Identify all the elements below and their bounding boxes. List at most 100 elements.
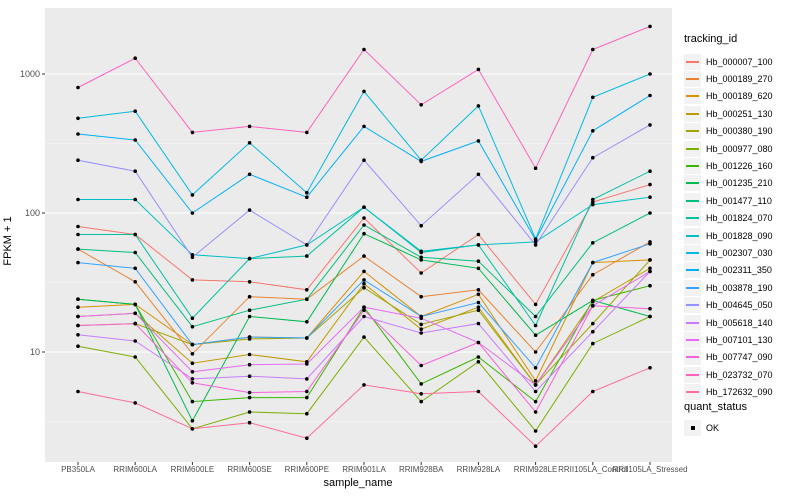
data-point-Hb_001828_090 xyxy=(648,195,652,199)
legend-label: Hb_000977_080 xyxy=(706,143,773,154)
data-point-Hb_002307_030 xyxy=(247,141,252,145)
data-point-Hb_007101_130 xyxy=(190,370,195,374)
x-tick-label-RRIM600LE: RRIM600LE xyxy=(170,465,215,474)
data-point-Hb_001477_110 xyxy=(419,255,424,260)
legend-label: Hb_000251_130 xyxy=(706,108,773,119)
data-point-Hb_001477_110 xyxy=(533,314,538,319)
data-point-Hb_172632_090 xyxy=(419,392,424,396)
data-point-Hb_001824_070 xyxy=(190,316,195,321)
data-point-Hb_007101_130 xyxy=(533,383,538,387)
legend-item-Hb_007747_090: Hb_007747_090 xyxy=(684,349,773,366)
data-point-Hb_002311_350 xyxy=(190,211,195,215)
data-point-Hb_001226_160 xyxy=(247,395,252,400)
data-point-Hb_001226_160 xyxy=(476,355,481,359)
data-point-Hb_001828_090 xyxy=(190,253,195,257)
data-point-Hb_001828_090 xyxy=(591,202,595,207)
legend-item-Hb_002307_030: Hb_002307_030 xyxy=(684,244,773,261)
data-point-Hb_007747_090 xyxy=(305,389,309,394)
data-point-Hb_002307_030 xyxy=(591,95,595,100)
data-point-Hb_002311_350 xyxy=(133,138,137,142)
legend-item-Hb_000189_270: Hb_000189_270 xyxy=(684,70,773,88)
legend-items-tracking: Hb_000007_100 Hb_000189_270 Hb_000189_620 H… xyxy=(684,53,773,401)
data-point-Hb_001477_110 xyxy=(305,297,309,302)
data-point-Hb_000977_080 xyxy=(305,411,309,416)
legend-key-line-icon xyxy=(684,123,701,140)
data-point-Hb_005618_140 xyxy=(305,377,309,381)
data-point-Hb_007101_130 xyxy=(247,362,252,367)
data-point-Hb_002311_350 xyxy=(247,172,252,177)
data-point-Hb_000380_190 xyxy=(648,258,652,262)
data-point-Hb_003878_190 xyxy=(305,336,309,340)
legend-label: Hb_000007_100 xyxy=(706,56,773,67)
data-point-Hb_005618_140 xyxy=(362,314,366,319)
data-point-Hb_172632_090 xyxy=(247,420,252,425)
data-point-Hb_001235_210 xyxy=(476,266,481,271)
legend-label: Hb_004645_050 xyxy=(706,300,773,311)
legend-key-line-icon xyxy=(684,140,701,157)
data-point-Hb_001235_210 xyxy=(533,333,538,338)
legend-line-swatch xyxy=(686,217,699,220)
y-axis-title: FPKM + 1 xyxy=(2,216,14,266)
data-point-Hb_001235_210 xyxy=(190,419,195,423)
legend-key-line-icon xyxy=(684,210,701,227)
legend-key-line-icon xyxy=(684,384,701,401)
data-point-Hb_172632_090 xyxy=(76,389,80,394)
data-point-Hb_002307_030 xyxy=(190,193,195,197)
legend-line-swatch xyxy=(686,321,699,324)
data-point-Hb_000380_190 xyxy=(476,308,481,313)
x-tick-label-RRII105LA_Control: RRII105LA_Control xyxy=(558,465,628,474)
data-point-Hb_001226_160 xyxy=(533,399,538,404)
data-point-Hb_000189_270 xyxy=(247,294,252,299)
legend-item-Hb_001828_090: Hb_001828_090 xyxy=(684,227,773,244)
data-point-Hb_005618_140 xyxy=(247,374,252,379)
data-point-Hb_000007_100 xyxy=(76,224,80,229)
data-point-Hb_023732_070 xyxy=(591,47,595,52)
x-tick-label-PB350LA: PB350LA xyxy=(61,465,95,474)
legend-line-swatch xyxy=(686,147,699,150)
data-point-Hb_004645_050 xyxy=(362,158,366,162)
data-point-Hb_000977_080 xyxy=(591,341,595,346)
legend-line-swatch xyxy=(686,199,699,202)
legend-item-Hb_172632_090: Hb_172632_090 xyxy=(684,383,773,401)
data-point-Hb_023732_070 xyxy=(476,67,481,72)
legend-label: Hb_002307_030 xyxy=(706,247,773,258)
x-tick-label-RRII105LA_Stressed: RRII105LA_Stressed xyxy=(612,465,688,474)
legend-key-line-icon xyxy=(684,244,701,261)
data-point-Hb_004645_050 xyxy=(591,155,595,160)
data-point-Hb_023732_070 xyxy=(648,24,652,29)
data-point-Hb_000251_130 xyxy=(648,266,652,271)
data-point-Hb_172632_090 xyxy=(648,366,652,370)
data-point-Hb_001828_090 xyxy=(476,243,481,247)
data-point-Hb_001477_110 xyxy=(591,241,595,245)
x-tick-label-RRIM600PE: RRIM600PE xyxy=(284,465,330,474)
data-point-Hb_007101_130 xyxy=(133,311,137,316)
legend-label: Hb_000380_190 xyxy=(706,126,773,137)
data-point-Hb_000189_270 xyxy=(362,254,366,258)
data-point-Hb_003878_190 xyxy=(533,366,538,370)
data-point-Hb_003878_190 xyxy=(362,278,366,282)
legend-point-swatch xyxy=(690,425,695,430)
legend-key-point-icon xyxy=(684,419,701,436)
data-point-Hb_001235_210 xyxy=(133,302,137,307)
legend-label: Hb_001235_210 xyxy=(706,178,773,189)
data-point-Hb_172632_090 xyxy=(362,383,366,387)
legend-label: Hb_000189_270 xyxy=(706,74,773,85)
legend-item-Hb_000251_130: Hb_000251_130 xyxy=(684,105,773,122)
data-point-Hb_001235_210 xyxy=(362,231,366,236)
data-point-Hb_005618_140 xyxy=(419,331,424,335)
data-point-Hb_004645_050 xyxy=(533,243,538,247)
legend-label: Hb_000189_620 xyxy=(706,91,773,102)
data-point-Hb_001477_110 xyxy=(133,250,137,255)
data-point-Hb_000251_130 xyxy=(476,305,481,310)
legend-line-swatch xyxy=(686,182,699,185)
data-point-Hb_000189_620 xyxy=(533,379,538,383)
data-point-Hb_003878_190 xyxy=(591,260,595,265)
legend-item-Hb_000189_620: Hb_000189_620 xyxy=(684,88,773,105)
legend-key-line-icon xyxy=(684,314,701,331)
data-point-Hb_001235_210 xyxy=(305,320,309,324)
x-tick-label-RRIM928LE: RRIM928LE xyxy=(513,465,558,474)
data-point-Hb_007747_090 xyxy=(247,390,252,395)
data-point-Hb_002311_350 xyxy=(476,139,481,143)
data-point-Hb_023732_070 xyxy=(362,47,366,52)
data-point-Hb_007101_130 xyxy=(76,314,80,319)
